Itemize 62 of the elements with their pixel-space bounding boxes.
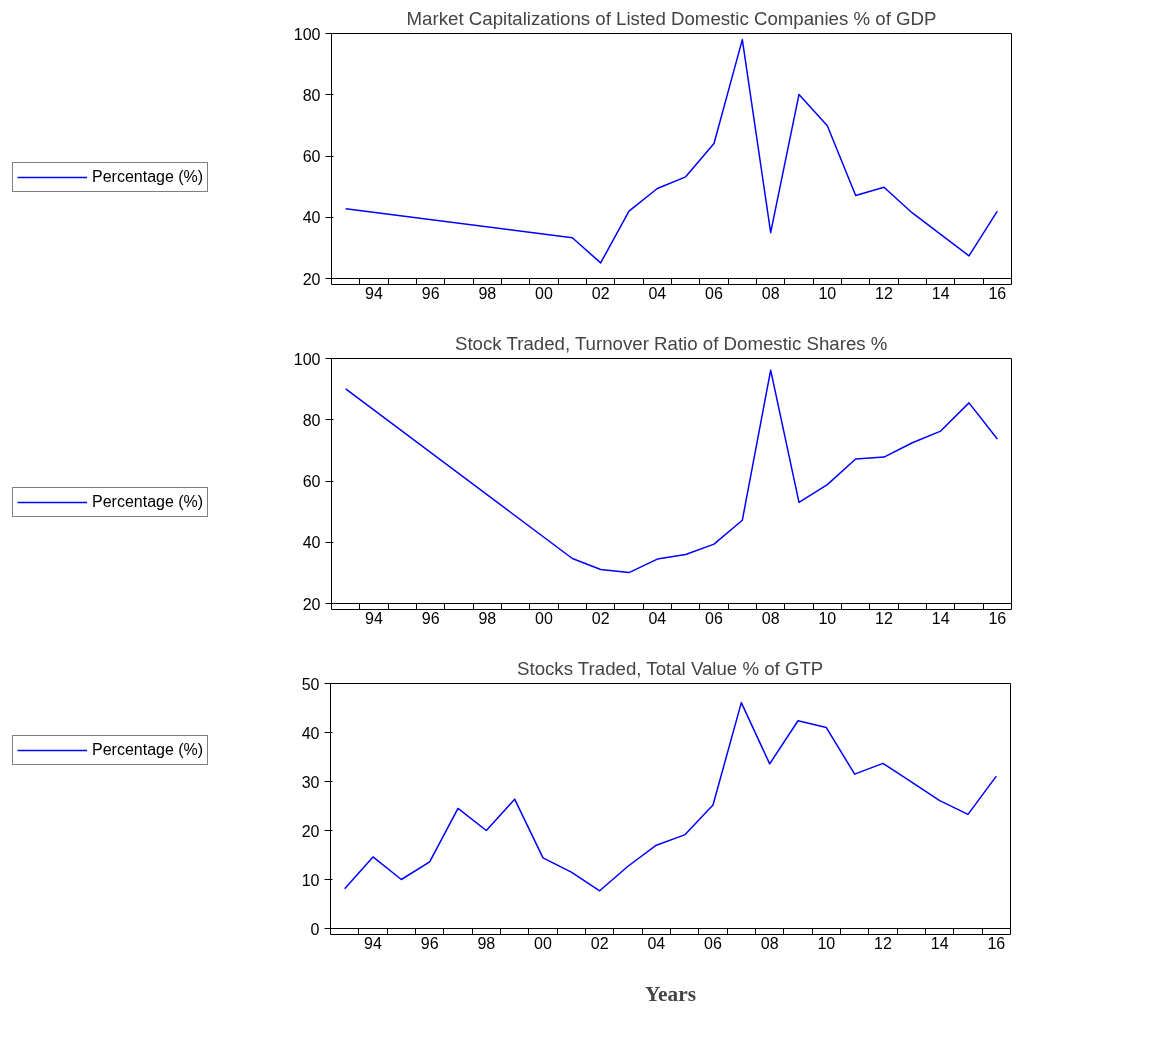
chart-title: Market Capitalizations of Listed Domestic Companies % of GDP — [406, 7, 937, 29]
x-tick-label: 06 — [705, 284, 723, 302]
x-tick-label: 94 — [364, 934, 382, 952]
x-tick-label: 14 — [931, 284, 950, 302]
y-tick-label: 20 — [302, 595, 321, 613]
y-tick-label: 30 — [301, 773, 320, 791]
x-tick-label: 14 — [930, 934, 949, 952]
x-tick-label: 12 — [874, 934, 892, 952]
x-tick-label: 04 — [648, 284, 667, 302]
y-tick-label: 60 — [302, 473, 321, 490]
x-tick-label: 98 — [477, 934, 496, 952]
x-tick-label: 10 — [818, 609, 837, 627]
x-tick-label: 10 — [818, 284, 837, 302]
y-tick-label: 60 — [302, 148, 321, 165]
y-tick-label: 40 — [302, 534, 321, 552]
x-tick-label: 02 — [591, 609, 610, 627]
y-tick-label: 100 — [293, 350, 321, 368]
x-tick-label: 08 — [761, 284, 780, 302]
y-tick-label: 100 — [293, 25, 321, 43]
y-tick-label: 20 — [302, 270, 321, 288]
x-tick-label: 94 — [365, 609, 383, 627]
x-tick-label: 00 — [535, 609, 553, 627]
y-tick-label: 0 — [310, 920, 320, 938]
y-tick-label: 40 — [301, 724, 320, 742]
x-tick-label: 12 — [875, 609, 893, 627]
x-tick-label: 12 — [875, 284, 893, 302]
x-tick-label: 00 — [535, 284, 553, 302]
x-tick-label: 16 — [987, 934, 1006, 952]
line-series — [344, 369, 999, 574]
x-tick-label: 16 — [988, 284, 1007, 302]
legend-label: Percentage (%) — [92, 741, 204, 759]
legend-label: Percentage (%) — [92, 493, 204, 511]
chart-title: Stock Traded, Turnover Ratio of Domestic Shares % — [454, 332, 888, 354]
x-tick-label: 06 — [705, 609, 723, 627]
x-tick-label: 04 — [647, 934, 666, 952]
x-tick-label: 08 — [761, 609, 780, 627]
x-tick-label: 14 — [931, 609, 950, 627]
x-tick-label: 96 — [421, 284, 440, 302]
x-tick-label: 08 — [760, 934, 779, 952]
x-tick-label: 96 — [421, 609, 440, 627]
x-tick-label: 06 — [704, 934, 722, 952]
line-series — [344, 38, 999, 264]
x-tick-label: 04 — [648, 609, 667, 627]
x-tick-label: 10 — [817, 934, 836, 952]
line-series — [343, 701, 998, 892]
y-tick-label: 50 — [301, 675, 320, 693]
x-tick-label: 94 — [365, 284, 383, 302]
y-tick-label: 80 — [302, 86, 321, 104]
legend-label: Percentage (%) — [92, 168, 204, 186]
x-axis-title: Years — [645, 981, 696, 1006]
y-tick-label: 20 — [301, 822, 320, 840]
y-tick-label: 40 — [302, 209, 321, 227]
x-tick-label: 98 — [478, 609, 497, 627]
x-tick-label: 96 — [420, 934, 439, 952]
x-tick-label: 98 — [478, 284, 497, 302]
x-tick-label: 00 — [534, 934, 552, 952]
chart-title: Stocks Traded, Total Value % of GTP — [517, 657, 824, 679]
x-tick-label: 02 — [590, 934, 609, 952]
y-tick-label: 80 — [302, 411, 321, 429]
x-tick-label: 16 — [988, 609, 1007, 627]
x-tick-label: 02 — [591, 284, 610, 302]
y-tick-label: 10 — [301, 871, 320, 889]
